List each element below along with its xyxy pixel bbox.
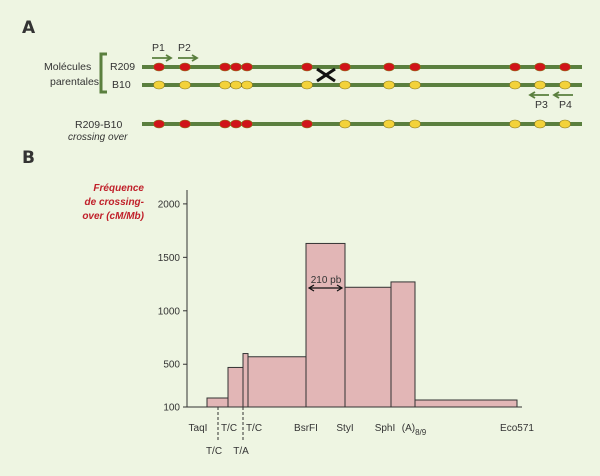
b10-marker [230,80,242,90]
r209-marker [179,62,191,72]
y-tick-label: 2000 [158,199,181,210]
primer-p1-arrow-icon [152,54,173,62]
bar [247,356,307,408]
r209-marker [301,62,313,72]
parental-label-line2: parentales [50,76,99,88]
b10-marker [241,80,253,90]
x-tick-label: StyI [336,423,353,434]
bar [227,366,244,408]
y-axis-label-line3: over (cM/Mb) [82,211,144,222]
x-tick-label: T/C [221,423,237,434]
recombinant-marker [241,119,253,129]
b10-marker [153,80,165,90]
recombinant-marker [383,119,395,129]
y-tick-label: 500 [163,360,180,371]
y-tick-label: 100 [163,403,180,414]
recombinant-marker [534,119,546,129]
r209-label: R209 [110,61,135,73]
span-arrow-icon [307,284,344,292]
b10-label: B10 [112,79,131,91]
primer-p2-arrow-icon [178,54,199,62]
snp-markers [153,62,571,129]
x-tick-label: BsrFI [294,423,318,434]
r209-marker [409,62,421,72]
r209-marker [230,62,242,72]
r209-marker [339,62,351,72]
bar [390,281,416,408]
r209-marker [559,62,571,72]
y-tick-label: 1500 [158,253,181,264]
x-tick-label: SphI [375,423,396,434]
panel-b-letter: B [22,148,35,168]
crossover-chart: 100 500 1000 1500 2000 TaqI T/C T/C BsrFI StyI Sph… [158,190,534,457]
b10-marker [219,80,231,90]
y-axis-label-line2: de crossing- [85,197,145,208]
b10-marker [534,80,546,90]
x-tick-label-bottom: T/C [206,446,222,457]
x-tick-label: Eco571 [500,423,534,434]
bar [206,397,229,408]
primer-arrows: P1 P2 P3 P4 [152,42,573,111]
y-tick-label: 1000 [158,306,181,317]
primer-p4-label: P4 [559,99,572,111]
recombinant-marker [301,119,313,129]
span-annotation: 210 pb [311,275,342,286]
b10-marker [509,80,521,90]
x-tick-label-bottom: T/A [233,446,249,457]
b10-marker [559,80,571,90]
b10-marker [301,80,313,90]
recombinant-marker [559,119,571,129]
recombinant-marker [219,119,231,129]
primer-p3-label: P3 [535,99,548,111]
x-tick-label: TaqI [189,423,208,434]
bar [242,353,249,408]
primer-p1-label: P1 [152,42,165,54]
recombinant-marker [179,119,191,129]
r209-marker [153,62,165,72]
x-tick-label: T/C [246,423,262,434]
b10-marker [383,80,395,90]
crossover-cross-icon [316,67,336,83]
recombinant-marker [153,119,165,129]
recombinant-label-line1: R209-B10 [75,119,122,131]
b10-marker [409,80,421,90]
recombinant-marker [509,119,521,129]
y-axis-label-line1: Fréquence [93,183,144,194]
primer-p3-arrow-icon [528,91,549,99]
r209-marker [383,62,395,72]
r209-marker [509,62,521,72]
recombinant-marker [339,119,351,129]
primer-p2-label: P2 [178,42,191,54]
r209-marker [534,62,546,72]
x-tick-label: (A)8/9 [402,423,427,437]
recombinant-marker [230,119,242,129]
panel-a-letter: A [22,18,36,38]
b10-marker [179,80,191,90]
bar [414,399,518,408]
recombinant-marker [409,119,421,129]
recombinant-label-line2: crossing over [68,132,128,143]
b10-marker [339,80,351,90]
primer-p4-arrow-icon [552,91,573,99]
parental-bracket [99,52,107,94]
parental-label-line1: Molécules [44,61,91,73]
bar [344,286,392,408]
r209-marker [241,62,253,72]
r209-marker [219,62,231,72]
bar [305,242,346,408]
